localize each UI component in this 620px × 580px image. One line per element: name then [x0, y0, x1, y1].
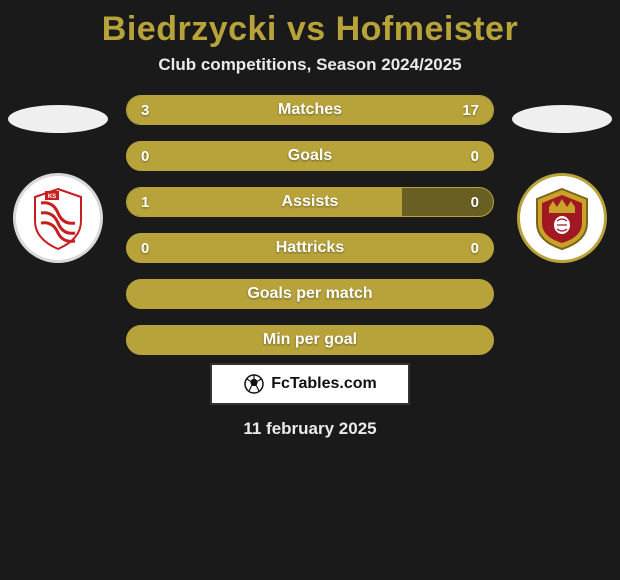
cracovia-crest-icon: KS	[23, 183, 93, 253]
date-line: 11 february 2025	[243, 419, 376, 439]
stat-label: Hattricks	[276, 239, 344, 257]
stat-value-left: 0	[141, 148, 149, 165]
fctables-ball-icon	[243, 373, 265, 395]
stat-label: Matches	[278, 101, 342, 119]
right-player-ellipse	[512, 105, 612, 133]
stat-label: Goals per match	[247, 285, 372, 303]
stat-label: Assists	[282, 193, 339, 211]
stat-bar: 0 0 Goals	[126, 141, 494, 171]
stat-bar: 3 17 Matches	[126, 95, 494, 125]
stat-value-right: 0	[471, 148, 479, 165]
stat-value-left: 3	[141, 102, 149, 119]
stat-value-right: 0	[471, 240, 479, 257]
left-player-column: KS	[8, 95, 108, 263]
stat-value-left: 1	[141, 194, 149, 211]
left-club-badge: KS	[13, 173, 103, 263]
stat-label: Goals	[288, 147, 332, 165]
svg-text:KS: KS	[48, 194, 56, 200]
stat-bar: 1 0 Assists	[126, 187, 494, 217]
stats-bars: 3 17 Matches 0 0 Goals 1 0 Assists 0 0 Hattricks Goa…	[108, 95, 512, 355]
right-player-column	[512, 95, 612, 263]
stat-bar: Goals per match	[126, 279, 494, 309]
page-title: Biedrzycki vs Hofmeister	[102, 10, 518, 49]
stat-bar: Min per goal	[126, 325, 494, 355]
content-row: KS 3 17 Matches 0 0 Goals 1 0 Assists 0 0 Hattricks…	[0, 95, 620, 355]
stat-value-left: 0	[141, 240, 149, 257]
korona-crest-icon	[527, 183, 597, 253]
stat-bar: 0 0 Hattricks	[126, 233, 494, 263]
right-club-badge	[517, 173, 607, 263]
page-subtitle: Club competitions, Season 2024/2025	[158, 55, 461, 75]
comparison-infographic: Biedrzycki vs Hofmeister Club competitio…	[0, 0, 620, 439]
left-player-ellipse	[8, 105, 108, 133]
stat-fill-left	[127, 188, 402, 216]
brand-text: FcTables.com	[271, 375, 377, 393]
stat-value-right: 0	[471, 194, 479, 211]
brand-logo: FcTables.com	[210, 363, 410, 405]
stat-fill-left	[127, 96, 182, 124]
stat-label: Min per goal	[263, 331, 357, 349]
stat-value-right: 17	[462, 102, 479, 119]
